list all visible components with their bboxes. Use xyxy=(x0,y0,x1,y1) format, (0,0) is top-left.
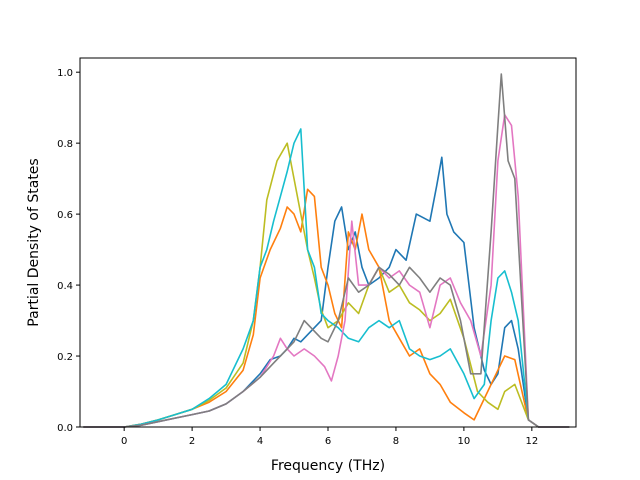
y-tick-label: 0.0 xyxy=(57,423,73,434)
y-tick-label: 0.8 xyxy=(57,139,73,150)
series-layer xyxy=(83,73,570,428)
y-axis-ticks: 0.0 0.2 0.4 0.6 0.8 1.0 xyxy=(57,68,80,434)
x-tick-label: 10 xyxy=(458,436,471,447)
x-tick-label: 4 xyxy=(257,436,263,447)
plot-frame xyxy=(79,57,577,428)
x-tick-label: 0 xyxy=(121,436,127,447)
x-tick-label: 6 xyxy=(325,436,331,447)
x-tick-label: 12 xyxy=(525,436,538,447)
y-tick-label: 0.2 xyxy=(57,352,73,363)
y-tick-label: 0.6 xyxy=(57,210,73,221)
x-tick-label: 8 xyxy=(393,436,399,447)
x-axis-ticks: 0 2 4 6 8 10 12 xyxy=(121,427,538,447)
x-axis-label: Frequency (THz) xyxy=(271,458,385,474)
y-axis-label: Partial Density of States xyxy=(26,158,42,326)
series-line-6 xyxy=(83,73,570,428)
y-tick-label: 1.0 xyxy=(57,68,73,79)
x-tick-label: 2 xyxy=(189,436,195,447)
series-line-2 xyxy=(83,188,570,428)
y-tick-label: 0.4 xyxy=(57,281,73,292)
